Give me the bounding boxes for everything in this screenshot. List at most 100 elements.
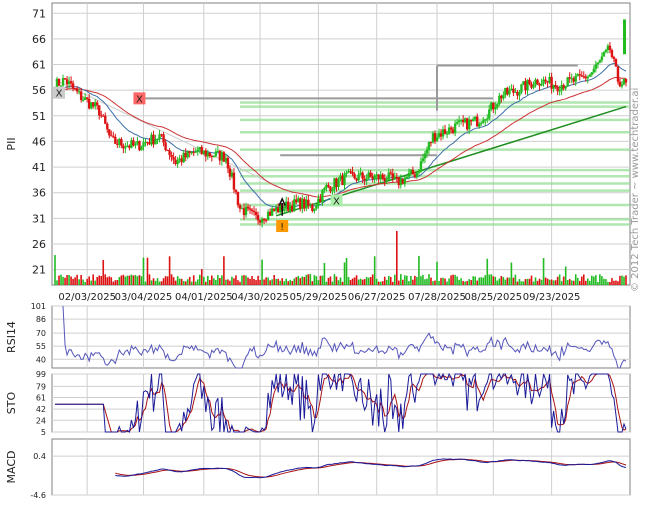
volume-bar bbox=[498, 278, 501, 285]
volume-bar bbox=[448, 278, 450, 285]
candle-body bbox=[379, 174, 382, 180]
candle-body bbox=[536, 79, 539, 84]
sto-panel: 99 79 61 42 24 5 STO bbox=[5, 370, 631, 437]
volume-bar bbox=[542, 258, 545, 285]
volume-bar bbox=[615, 280, 617, 285]
candle-body bbox=[122, 145, 125, 149]
candle-body bbox=[260, 218, 264, 223]
candle-body bbox=[449, 127, 453, 130]
moving-average-fast bbox=[54, 62, 627, 209]
candle-body bbox=[488, 109, 491, 119]
candle-body bbox=[87, 99, 91, 109]
candle-body bbox=[156, 139, 159, 141]
volume-bar bbox=[241, 275, 243, 285]
candle-body bbox=[226, 157, 230, 169]
candle-body bbox=[598, 60, 602, 63]
volume-bar bbox=[428, 274, 430, 285]
candle-body bbox=[478, 123, 481, 127]
volume-bar bbox=[540, 279, 543, 285]
volume-bar bbox=[116, 279, 119, 285]
volume-bar bbox=[221, 275, 223, 285]
volume-bar bbox=[170, 274, 173, 285]
candle-body bbox=[61, 78, 65, 86]
candle-body bbox=[327, 184, 330, 187]
volume-bar bbox=[526, 278, 529, 285]
candle-body bbox=[230, 172, 234, 177]
volume-bar bbox=[420, 276, 422, 285]
candle-body bbox=[335, 178, 338, 187]
candle-body bbox=[81, 99, 85, 101]
volume-bar bbox=[578, 280, 581, 285]
volume-bar bbox=[591, 275, 593, 285]
candle-body bbox=[69, 81, 73, 84]
volume-bar bbox=[184, 281, 187, 285]
volume-bar bbox=[470, 280, 472, 285]
candle-body bbox=[295, 199, 298, 203]
volume-bar bbox=[291, 281, 294, 285]
volume-bar bbox=[532, 281, 535, 285]
candle-body bbox=[289, 205, 292, 211]
candle-body bbox=[548, 76, 551, 83]
candle-body bbox=[194, 151, 197, 153]
volume-bar bbox=[277, 278, 279, 285]
candle-body bbox=[285, 201, 288, 209]
candle-body bbox=[254, 212, 258, 216]
osc-tick-label: 99 bbox=[36, 370, 46, 379]
candle-body bbox=[411, 169, 415, 175]
volume-bar bbox=[269, 280, 271, 285]
volume-bar bbox=[524, 279, 527, 285]
candle-body bbox=[614, 58, 618, 67]
volume-bar bbox=[80, 274, 82, 285]
candle-body bbox=[433, 133, 437, 142]
volume-bar bbox=[444, 278, 446, 285]
volume-bar bbox=[164, 276, 167, 285]
price-tick-label: 26 bbox=[32, 238, 46, 251]
volume-bar bbox=[621, 275, 623, 285]
candle-body bbox=[544, 79, 547, 82]
volume-bar bbox=[188, 276, 191, 285]
volume-bar bbox=[548, 279, 551, 285]
volume-bar bbox=[172, 277, 175, 285]
macd-y-label: MACD bbox=[5, 451, 18, 484]
volume-bar bbox=[528, 278, 531, 285]
candle-body bbox=[174, 159, 177, 165]
candle-body bbox=[329, 186, 332, 192]
candle-body bbox=[134, 143, 137, 146]
candle-body bbox=[584, 76, 587, 79]
candle-body bbox=[71, 83, 75, 89]
volume-bar bbox=[180, 278, 183, 285]
volume-bar bbox=[174, 280, 177, 285]
volume-bar bbox=[106, 277, 109, 285]
volume-bar bbox=[307, 274, 310, 285]
candle-body bbox=[391, 173, 394, 179]
volume-bar bbox=[586, 278, 589, 285]
candle-body bbox=[55, 78, 59, 92]
candle-body bbox=[158, 134, 161, 140]
volume-bar bbox=[271, 279, 273, 285]
price-tick-label: 56 bbox=[32, 84, 46, 97]
volume-bar bbox=[391, 281, 394, 285]
volume-bar bbox=[375, 278, 378, 285]
volume-bar bbox=[536, 280, 539, 285]
candle-body bbox=[516, 91, 519, 96]
volume-bar bbox=[88, 276, 90, 285]
sto-k-line bbox=[55, 372, 627, 433]
volume-bar bbox=[412, 279, 414, 285]
osc-tick-label: 79 bbox=[36, 382, 46, 391]
volume-bar bbox=[408, 281, 410, 285]
volume-bar bbox=[506, 277, 509, 285]
candle-body bbox=[146, 142, 149, 144]
candle-body bbox=[83, 97, 87, 100]
volume-bar bbox=[369, 277, 372, 285]
volume-bar bbox=[363, 279, 366, 285]
volume-bar bbox=[383, 276, 386, 285]
candle-body bbox=[313, 208, 316, 211]
volume-bar bbox=[196, 279, 199, 285]
osc-tick-label: 24 bbox=[36, 416, 46, 425]
volume-bar bbox=[462, 281, 464, 285]
price-tick-label: 51 bbox=[32, 110, 46, 123]
volume-bar bbox=[385, 279, 388, 285]
candle-body bbox=[106, 123, 109, 130]
volume-bar bbox=[568, 279, 571, 285]
